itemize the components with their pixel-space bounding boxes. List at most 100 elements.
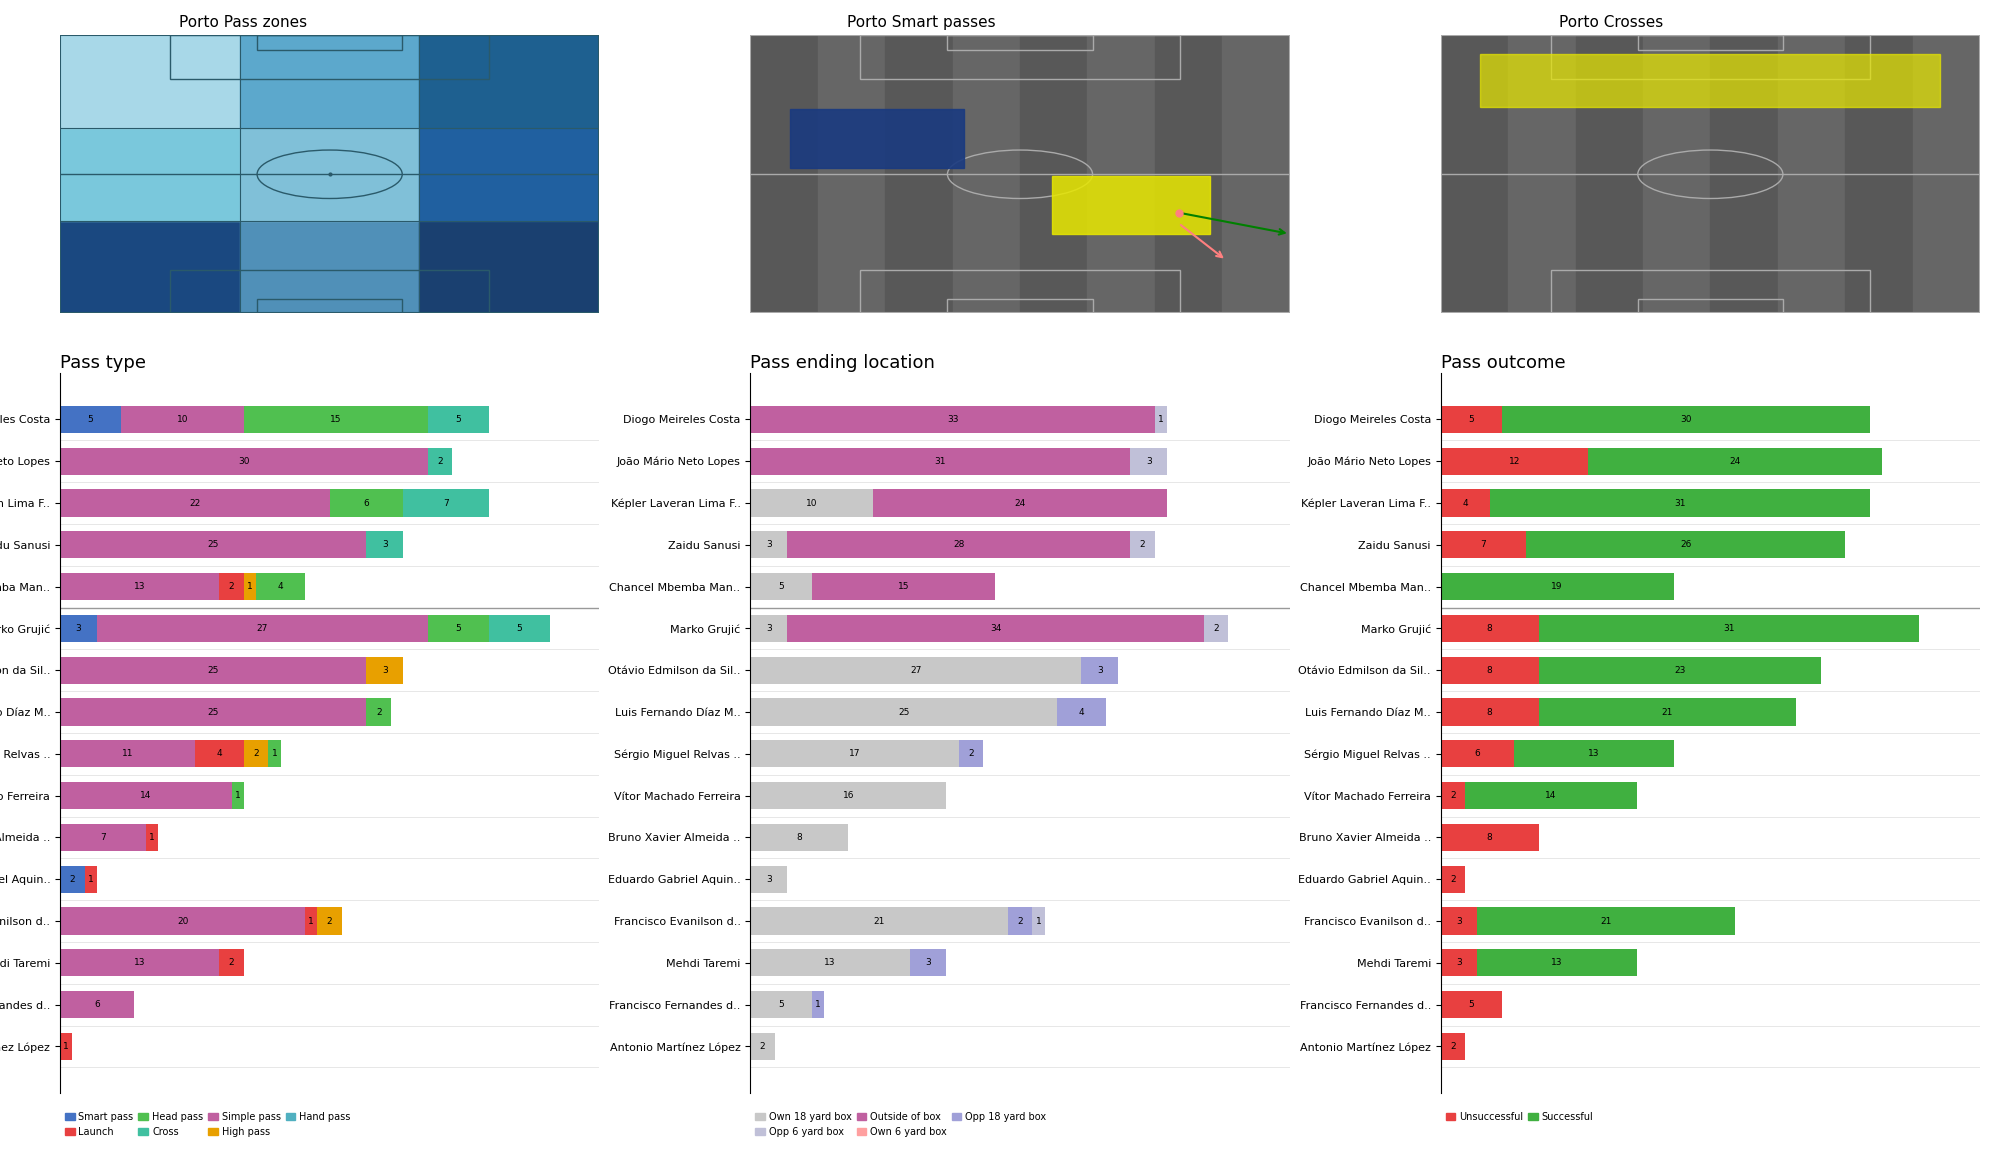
Bar: [1550, 269, 1870, 314]
Text: 21: 21: [1600, 916, 1612, 926]
Bar: [146, 824, 158, 851]
Text: 31: 31: [1722, 624, 1734, 633]
Text: 2: 2: [228, 959, 234, 967]
Text: 15: 15: [330, 415, 342, 424]
Text: 21: 21: [874, 916, 884, 926]
Legend: Unsuccessful, Successful: Unsuccessful, Successful: [1446, 1112, 1594, 1122]
Text: 3: 3: [1456, 916, 1462, 926]
Text: 16: 16: [842, 791, 854, 800]
Bar: [860, 35, 1180, 79]
Bar: [318, 907, 342, 934]
Text: 13: 13: [824, 959, 836, 967]
Bar: [240, 35, 420, 128]
Bar: [750, 35, 818, 314]
Bar: [1478, 907, 1734, 934]
Text: 10: 10: [176, 415, 188, 424]
Bar: [428, 615, 490, 642]
Bar: [428, 448, 452, 475]
Text: 1: 1: [64, 1042, 70, 1050]
Bar: [750, 907, 1008, 934]
Text: 13: 13: [134, 582, 146, 591]
Text: Porto Smart passes: Porto Smart passes: [848, 15, 996, 29]
Text: 25: 25: [208, 540, 218, 550]
Text: 25: 25: [208, 707, 218, 717]
Bar: [1440, 824, 1538, 851]
Bar: [750, 405, 1154, 434]
Text: Pass outcome: Pass outcome: [1440, 354, 1566, 371]
Bar: [1508, 35, 1576, 314]
Bar: [1538, 615, 1918, 642]
Text: 2: 2: [70, 874, 76, 884]
Text: 30: 30: [1680, 415, 1692, 424]
Bar: [330, 490, 404, 517]
Text: 5: 5: [778, 582, 784, 591]
Text: 26: 26: [1680, 540, 1692, 550]
Text: 25: 25: [898, 707, 910, 717]
Text: 27: 27: [910, 666, 922, 674]
Text: 2: 2: [326, 916, 332, 926]
Text: 1: 1: [88, 874, 94, 884]
Bar: [958, 740, 984, 767]
Bar: [1130, 531, 1154, 558]
Bar: [1440, 740, 1514, 767]
Bar: [1440, 783, 1466, 810]
Bar: [1222, 35, 1290, 314]
Bar: [872, 490, 1168, 517]
Text: 3: 3: [766, 540, 772, 550]
Bar: [490, 615, 550, 642]
Text: 4: 4: [216, 750, 222, 758]
Bar: [60, 128, 240, 221]
Text: 1: 1: [272, 750, 278, 758]
Text: 8: 8: [1486, 833, 1492, 842]
Text: 2: 2: [1140, 540, 1146, 550]
Bar: [306, 907, 318, 934]
Text: 2: 2: [1450, 791, 1456, 800]
Bar: [256, 573, 306, 600]
Text: 8: 8: [1486, 666, 1492, 674]
Bar: [1538, 657, 1820, 684]
Text: 5: 5: [456, 415, 462, 424]
Text: 24: 24: [1730, 457, 1740, 465]
Text: 13: 13: [134, 959, 146, 967]
Bar: [1466, 783, 1636, 810]
Text: 5: 5: [456, 624, 462, 633]
Text: Porto Pass zones: Porto Pass zones: [178, 15, 306, 29]
Text: 2: 2: [376, 707, 382, 717]
Bar: [1638, 35, 1782, 49]
Text: 1: 1: [814, 1000, 820, 1009]
Bar: [60, 490, 330, 517]
Bar: [1550, 35, 1870, 79]
Bar: [60, 448, 428, 475]
Bar: [1154, 35, 1222, 314]
Text: 1: 1: [1158, 415, 1164, 424]
Bar: [60, 824, 146, 851]
Text: 21: 21: [1662, 707, 1674, 717]
Text: 2: 2: [968, 750, 974, 758]
Bar: [366, 657, 404, 684]
Bar: [1130, 448, 1168, 475]
Text: 24: 24: [1014, 498, 1026, 508]
Bar: [428, 405, 490, 434]
Bar: [1032, 907, 1044, 934]
Bar: [750, 615, 788, 642]
Text: 3: 3: [1456, 959, 1462, 967]
Bar: [750, 866, 788, 893]
Text: 3: 3: [766, 624, 772, 633]
Bar: [1526, 531, 1846, 558]
Bar: [1440, 35, 1508, 314]
Bar: [60, 405, 122, 434]
Text: 3: 3: [1096, 666, 1102, 674]
Bar: [220, 573, 244, 600]
Text: 7: 7: [1480, 540, 1486, 550]
Bar: [886, 35, 952, 314]
Bar: [60, 740, 194, 767]
Bar: [60, 907, 306, 934]
Bar: [1440, 907, 1478, 934]
Bar: [1440, 615, 1538, 642]
Bar: [240, 221, 420, 314]
Bar: [750, 740, 958, 767]
Bar: [750, 949, 910, 976]
Bar: [258, 35, 402, 49]
Text: 14: 14: [1546, 791, 1556, 800]
Text: Porto Crosses: Porto Crosses: [1560, 15, 1664, 29]
